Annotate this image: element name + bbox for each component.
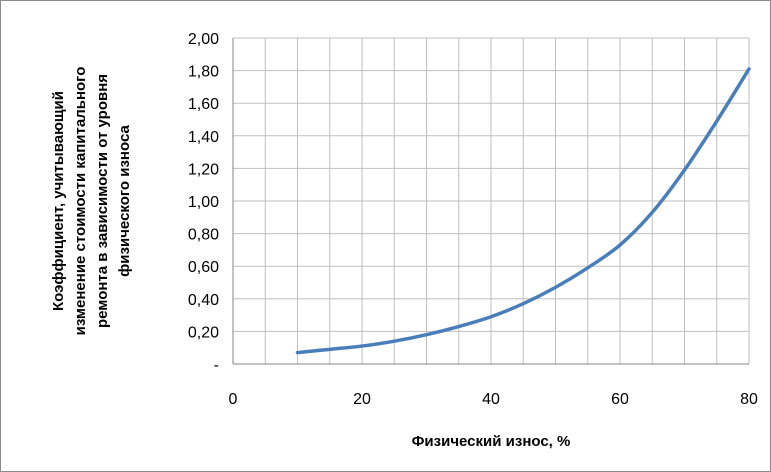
y-tick-label: 2,00: [188, 31, 219, 48]
y-tick-label: 1,80: [188, 64, 219, 81]
x-tick-label: 60: [611, 391, 629, 408]
x-tick-label: 40: [482, 391, 500, 408]
x-axis-title: Физический износ, %: [412, 433, 571, 450]
y-axis-title-line: изменение стоимости капитального: [72, 67, 89, 336]
y-tick-label: 1,20: [188, 161, 219, 178]
y-tick-label: 1,00: [188, 194, 219, 211]
y-tick-label: 0,60: [188, 259, 219, 276]
y-tick-label: 0,40: [188, 292, 219, 309]
series-layer: [295, 67, 751, 355]
y-tick-label: 1,40: [188, 129, 219, 146]
label-layer: - 0,20 0,40 0,60 0,80 1,00 1,20 1,40 1,60 1,80 2,0…: [188, 31, 758, 408]
x-tick-label: 80: [740, 391, 758, 408]
x-tick-label: 0: [229, 391, 238, 408]
y-tick-label: 1,60: [188, 96, 219, 113]
y-axis-title-line: ремонта в зависимости от уровня: [94, 74, 111, 328]
y-axis-title-line: Коэффициент, учитывающий: [50, 91, 67, 311]
y-tick-label: -: [214, 357, 219, 374]
y-axis-title-line: физического износа: [116, 125, 133, 277]
y-axis-title: Коэффициент, учитывающий изменение стоимо…: [50, 67, 133, 336]
x-tick-label: 20: [353, 391, 371, 408]
series-line: [295, 67, 751, 355]
axis-layer: [232, 38, 749, 365]
y-tick-label: 0,20: [188, 324, 219, 341]
y-tick-label: 0,80: [188, 227, 219, 244]
